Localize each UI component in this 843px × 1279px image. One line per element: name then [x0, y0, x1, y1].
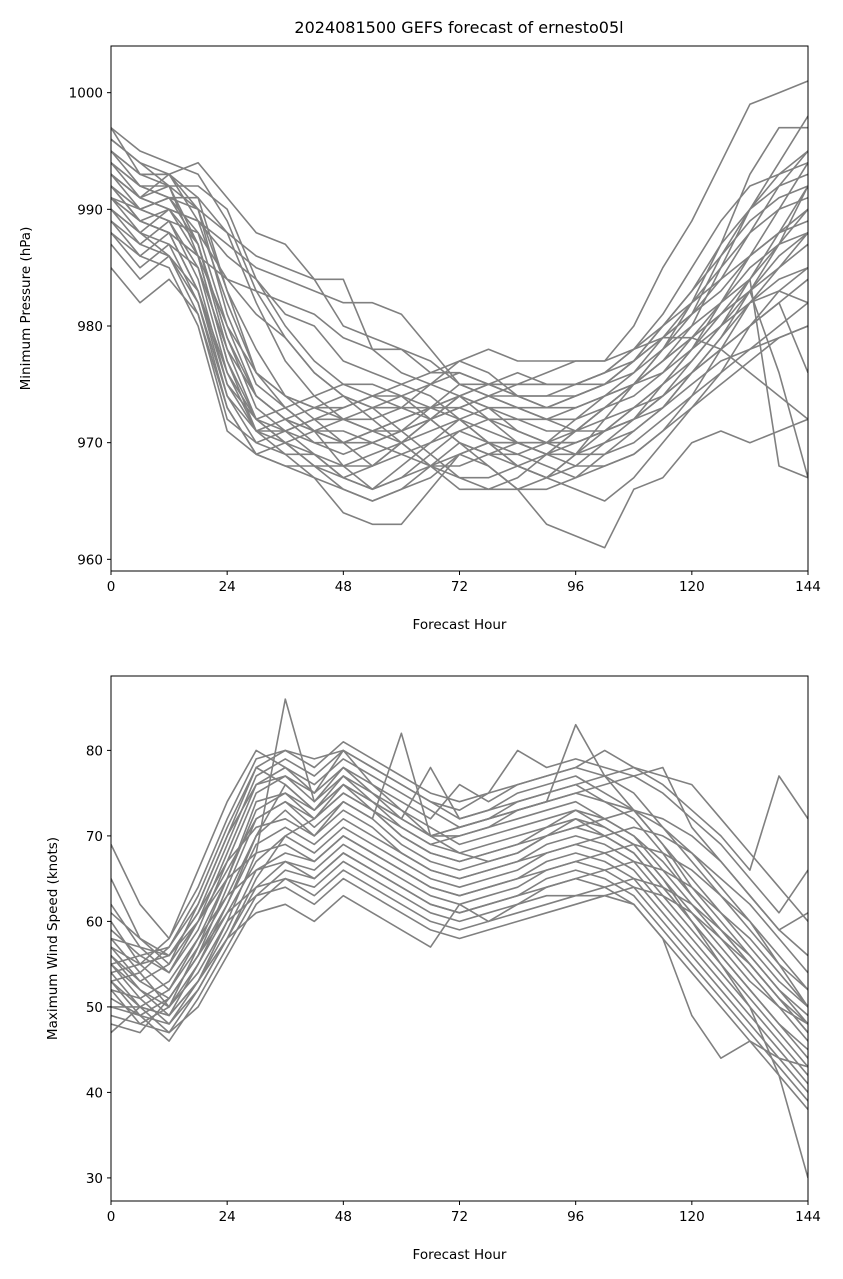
pressure-y-ticks: 960 970 980 990 1000	[69, 86, 111, 568]
y-tick-label: 70	[86, 829, 103, 845]
wind-x-ticks: 0 24 48 72 96 120 144	[107, 1201, 821, 1225]
ensemble-member-line-25	[111, 185, 808, 479]
pressure-panel: 0 24 48 72 96 120 144 960 970 980 990 1000 Forecas…	[18, 45, 821, 633]
ensemble-member-line-24	[111, 835, 808, 991]
x-tick-label: 120	[679, 1209, 705, 1225]
wind-member-lines	[111, 698, 808, 1179]
pressure-x-axis-label: Forecast Hour	[413, 617, 507, 633]
x-tick-label: 96	[567, 579, 584, 595]
ensemble-member-line-6	[111, 80, 808, 421]
ensemble-member-line-20	[111, 749, 808, 974]
x-tick-label: 144	[795, 579, 821, 595]
chart-title: 2024081500 GEFS forecast of ernesto05l	[294, 18, 623, 37]
y-tick-label: 970	[77, 436, 103, 452]
y-tick-label: 980	[77, 319, 103, 335]
pressure-x-ticks: 0 24 48 72 96 120 144	[107, 571, 821, 595]
x-tick-label: 24	[219, 579, 236, 595]
ensemble-member-line-28	[111, 894, 808, 1068]
y-tick-label: 1000	[69, 86, 103, 102]
x-tick-label: 0	[107, 1209, 116, 1225]
ensemble-member-line-27	[111, 877, 808, 1034]
wind-x-axis-label: Forecast Hour	[413, 1247, 507, 1263]
y-tick-label: 30	[86, 1171, 103, 1187]
pressure-y-axis-label: Minimum Pressure (hPa)	[18, 227, 34, 391]
ensemble-member-line-24	[111, 162, 808, 491]
ensemble-member-line-14	[111, 162, 808, 444]
wind-y-axis-label: Maximum Wind Speed (knots)	[45, 837, 61, 1040]
y-tick-label: 60	[86, 914, 103, 930]
x-tick-label: 0	[107, 579, 116, 595]
x-tick-label: 72	[451, 579, 468, 595]
ensemble-member-line-15	[111, 185, 808, 467]
wind-y-ticks: 30 40 50 60 70 80	[86, 743, 111, 1187]
ensemble-member-line-19	[111, 740, 808, 957]
ensemble-member-line-31	[111, 185, 808, 432]
ensemble-member-line-21	[111, 758, 808, 983]
ensemble-member-line-30	[111, 196, 808, 432]
ensemble-member-line-23	[111, 809, 808, 974]
y-tick-label: 80	[86, 743, 103, 759]
x-tick-label: 24	[219, 1209, 236, 1225]
x-tick-label: 120	[679, 579, 705, 595]
x-tick-label: 96	[567, 1209, 584, 1225]
y-tick-label: 990	[77, 202, 103, 218]
wind-panel: 0 24 48 72 96 120 144 30 40 50 60 70 80 Forecast Ho…	[45, 675, 821, 1263]
ensemble-member-line-18	[111, 749, 808, 957]
y-tick-label: 960	[77, 552, 103, 568]
ensemble-member-line-23	[111, 162, 808, 491]
y-tick-label: 40	[86, 1085, 103, 1101]
x-tick-label: 72	[451, 1209, 468, 1225]
x-tick-label: 144	[795, 1209, 821, 1225]
ensemble-member-line-22	[111, 792, 808, 983]
ensemble-member-line-27	[111, 150, 808, 409]
ensemble-member-line-11	[111, 860, 808, 1111]
x-tick-label: 48	[335, 579, 352, 595]
ensemble-member-line-25	[111, 852, 808, 1008]
y-tick-label: 50	[86, 1000, 103, 1016]
ensemble-member-line-26	[111, 869, 808, 1025]
ensemble-member-line-28	[111, 115, 808, 491]
x-tick-label: 48	[335, 1209, 352, 1225]
pressure-member-lines	[111, 80, 808, 549]
